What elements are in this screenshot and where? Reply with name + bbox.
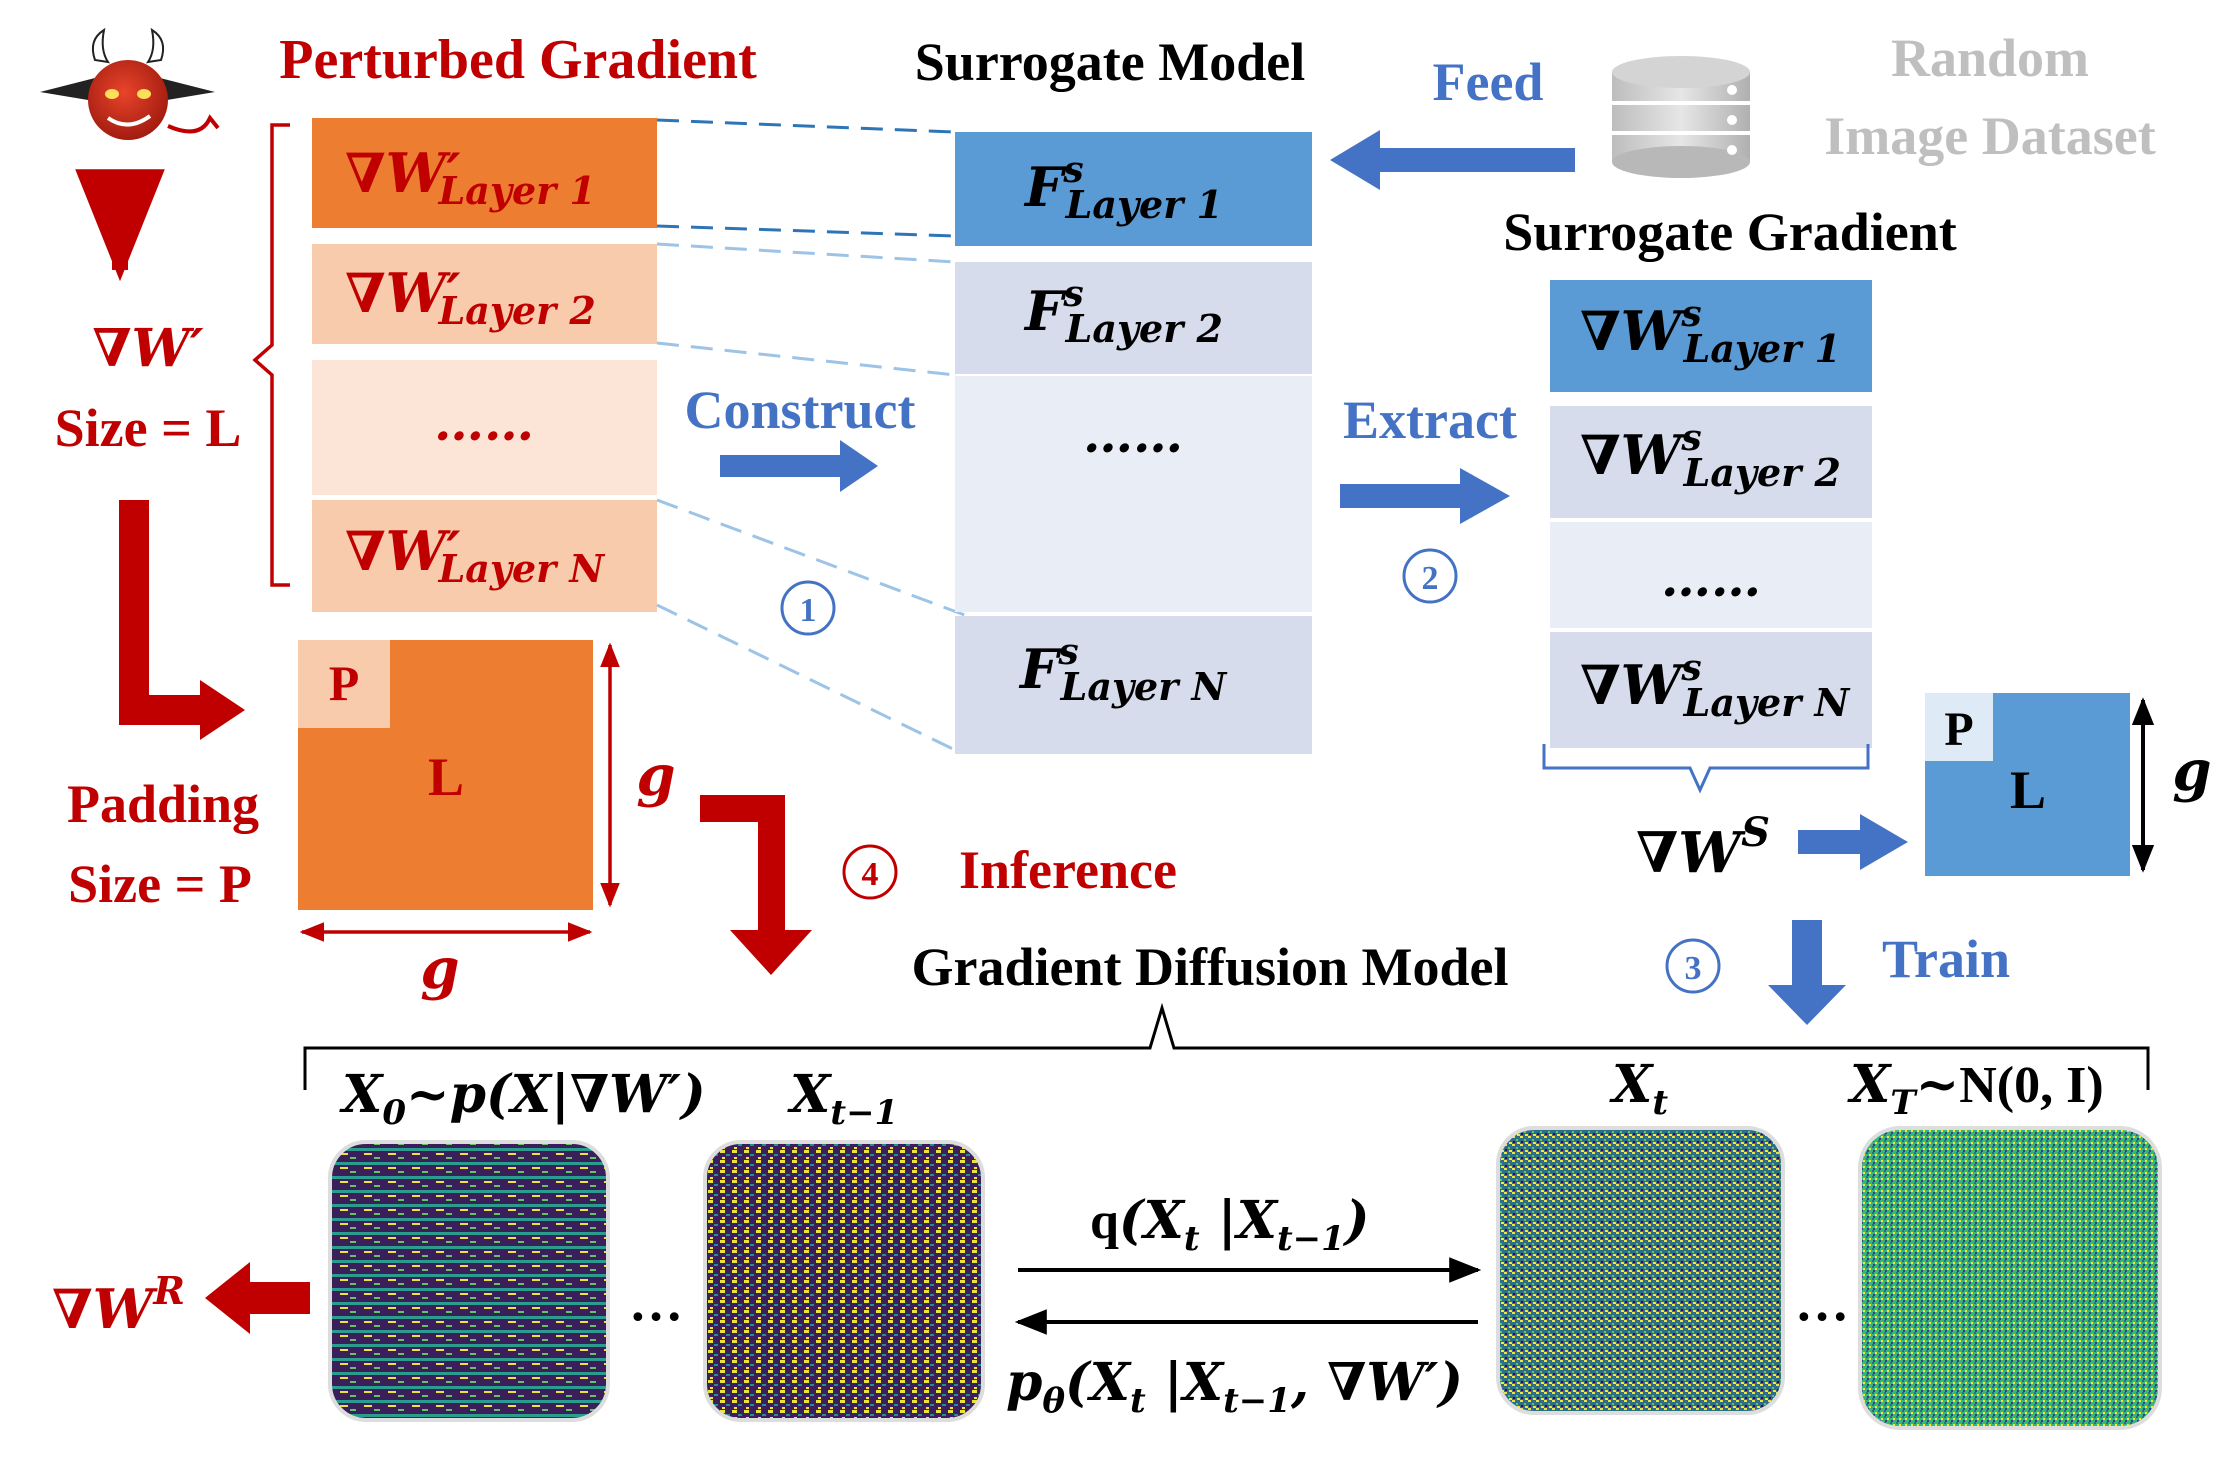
diffusion-bracket: [303, 1002, 2150, 1090]
step-4-badge: 4: [842, 844, 898, 900]
svg-text:P: P: [1944, 703, 1973, 756]
sgrad-symbol: ∇WS: [1636, 809, 1770, 886]
feed-label: Feed: [1433, 52, 1544, 112]
inference-arrow: [700, 795, 812, 975]
sgrad-to-matrix-arrow: [1798, 814, 1908, 870]
svg-text:3: 3: [1685, 950, 1702, 987]
surrogate-layer-1: [955, 132, 1312, 246]
surrogate-gradient-stack: ∇Ws Layer 1 ∇Ws Layer 2 …… ∇Ws Layer N: [1550, 280, 1872, 748]
xT-label: XT~N(0, I): [1847, 1054, 2104, 1123]
dataset-line-2: Image Dataset: [1824, 106, 2155, 166]
xt-label: Xt: [1609, 1054, 1668, 1123]
dataset-line-1: Random: [1891, 28, 2089, 88]
perturbed-layer-mid: [312, 360, 657, 495]
svg-text:L: L: [428, 747, 464, 807]
x0-label: X0~p(X|∇W′): [339, 1064, 706, 1133]
svg-text:P: P: [329, 655, 360, 711]
output-gradient-label: ∇WR: [52, 1268, 185, 1341]
sgrad-layer-n: [1550, 632, 1872, 748]
svg-text:g: g: [2172, 738, 2211, 804]
perturbed-stack: ∇W′Layer 1 ∇W′Layer 2 …… ∇W′Layer N: [312, 118, 657, 612]
perturbed-layer-n: [312, 500, 657, 612]
perturbed-layer-1: [312, 118, 657, 228]
svg-text:g: g: [420, 936, 459, 1002]
reverse-process-label: pθ(Xt |Xt−1, ∇W′): [1006, 1352, 1463, 1421]
surrogate-layer-2: [955, 262, 1312, 374]
svg-text:4: 4: [862, 856, 879, 893]
surrogate-layer-n: [955, 616, 1312, 754]
step-2-badge: 2: [1402, 548, 1458, 604]
diffusion-title: Gradient Diffusion Model: [911, 937, 1508, 997]
svg-text:1: 1: [800, 592, 817, 629]
svg-text:L: L: [2010, 760, 2046, 820]
x0-image: [328, 1140, 610, 1422]
surrogate-ellipsis: ……: [1083, 405, 1183, 464]
extract-label: Extract: [1343, 390, 1517, 450]
sgrad-layer-mid: [1550, 522, 1872, 628]
surrogate-stack: Fs Layer 1 Fs Layer 2 …… Fs Layer N: [955, 132, 1312, 754]
surrogate-layer-mid: [955, 376, 1312, 612]
step-1-badge: 1: [780, 580, 836, 636]
surrogate-padded-matrix: P L g: [1925, 693, 2212, 876]
sgrad-layer-1: [1550, 280, 1872, 392]
surrogate-gradient-title: Surrogate Gradient: [1503, 202, 1956, 262]
database-icon: [1612, 56, 1750, 178]
padding-label: Padding: [67, 774, 259, 834]
padding-size-label: Size = P: [68, 854, 252, 914]
xt-minus-1-image: [703, 1140, 985, 1422]
sgrad-ellipsis: ……: [1661, 549, 1761, 608]
svg-text:g: g: [636, 743, 675, 809]
svg-text:∇W′Layer 1: ∇W′Layer 1: [345, 141, 596, 213]
perturbed-padded-matrix: P L g g: [298, 640, 676, 1002]
inference-label: Inference: [959, 840, 1177, 900]
xt-image: [1496, 1126, 1785, 1415]
svg-text:2: 2: [1422, 560, 1439, 597]
perturbed-bracket: [252, 123, 290, 587]
train-label: Train: [1882, 929, 2010, 989]
output-arrow: [205, 1262, 310, 1334]
feed-arrow: [1330, 130, 1575, 190]
sgrad-layer-2: [1550, 406, 1872, 518]
construct-arrow: [720, 440, 878, 492]
padding-l-arrow: [119, 500, 200, 725]
perturbed-grad-symbol: ∇W′: [92, 318, 204, 379]
forward-process-label: q(Xt |Xt−1): [1090, 1190, 1369, 1259]
perturbed-size-label: Size = L: [55, 398, 242, 458]
sgrad-bracket: [1542, 744, 1870, 794]
surrogate-title: Surrogate Model: [915, 32, 1305, 92]
extract-arrow: [1340, 468, 1510, 524]
train-arrow: [1768, 920, 1846, 1025]
devil-icon: [40, 27, 220, 140]
perturbed-layer-2: [312, 244, 657, 344]
ellipsis-left: …: [629, 1272, 683, 1332]
xT-image: [1858, 1126, 2162, 1430]
step-3-badge: 3: [1665, 938, 1721, 994]
ellipsis-right: …: [1795, 1272, 1849, 1332]
xt-minus-1-label: Xt−1: [787, 1064, 898, 1133]
projection-lines: [656, 118, 979, 752]
construct-label: Construct: [685, 380, 916, 440]
perturbed-title: Perturbed Gradient: [279, 29, 757, 91]
perturbed-ellipsis: ……: [434, 393, 534, 452]
